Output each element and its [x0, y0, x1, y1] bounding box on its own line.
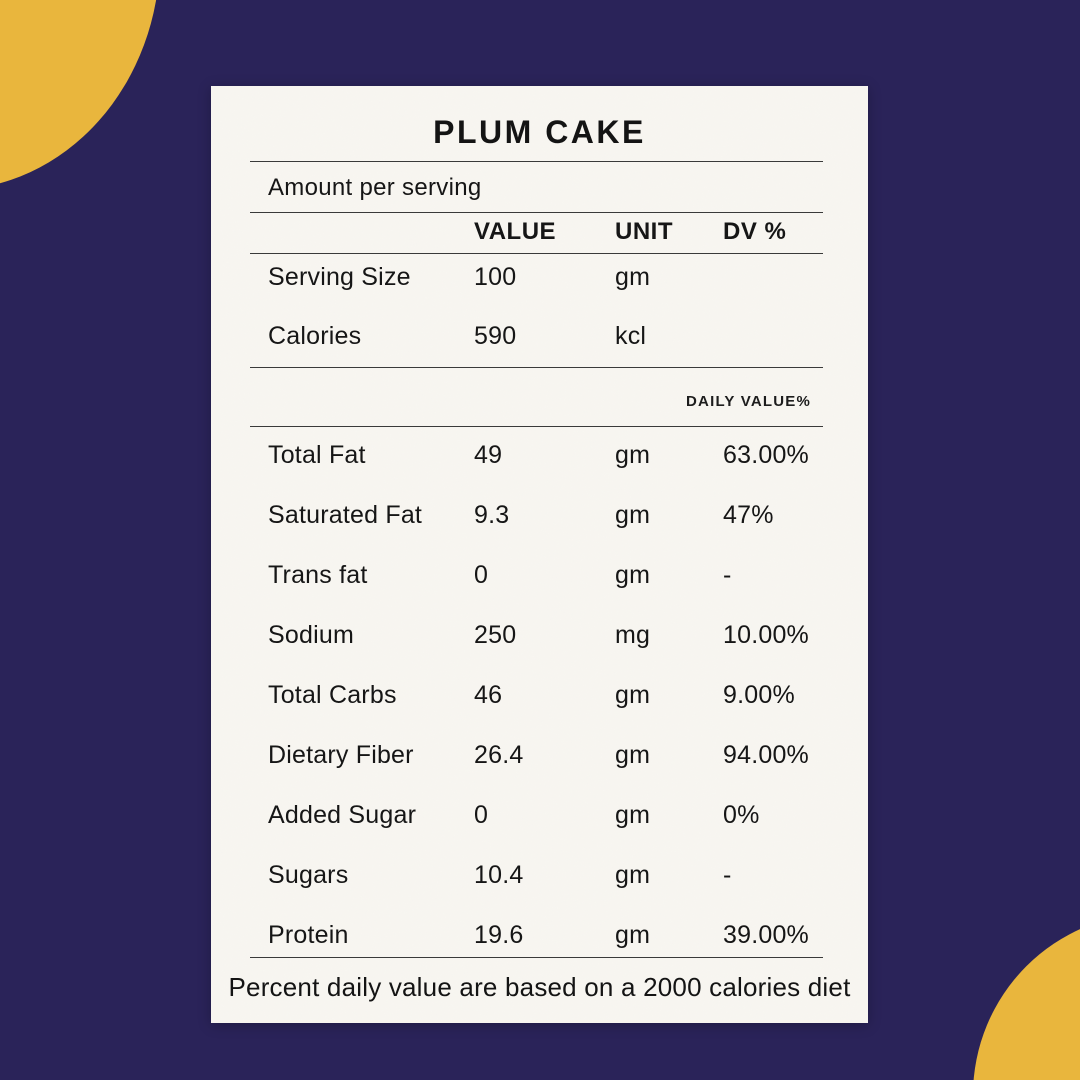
table-header-row: VALUE UNIT DV %	[268, 217, 822, 247]
serving-subtitle: Amount per serving	[268, 174, 482, 201]
column-header-dv: DV %	[723, 218, 787, 245]
nutrient-label: Calories	[268, 322, 362, 350]
nutrient-unit: gm	[615, 801, 651, 829]
divider-line	[250, 957, 823, 958]
table-row-dietary-fiber: Dietary Fiber 26.4 gm 94.00%	[268, 740, 822, 770]
nutrient-value: 250	[474, 621, 517, 649]
divider-line	[250, 253, 823, 254]
nutrient-label: Sugars	[268, 861, 349, 889]
decorative-circle-top-left	[0, 0, 160, 190]
table-row-total-fat: Total Fat 49 gm 63.00%	[268, 440, 822, 470]
nutrient-unit: gm	[615, 441, 651, 469]
table-row-trans-fat: Trans fat 0 gm -	[268, 560, 822, 590]
nutrient-dv: 9.00%	[723, 681, 795, 709]
nutrient-value: 9.3	[474, 501, 510, 529]
nutrient-value: 0	[474, 561, 489, 589]
table-row-sugars: Sugars 10.4 gm -	[268, 860, 822, 890]
nutrient-value: 19.6	[474, 921, 524, 949]
nutrient-value: 100	[474, 263, 517, 291]
nutrient-dv: 39.00%	[723, 921, 809, 949]
table-row-protein: Protein 19.6 gm 39.00%	[268, 920, 822, 950]
nutrient-dv: -	[723, 561, 732, 589]
nutrient-value: 49	[474, 441, 503, 469]
summary-row-calories: Calories 590 kcl	[268, 321, 822, 351]
nutrient-unit: mg	[615, 621, 651, 649]
nutrient-dv: -	[723, 861, 732, 889]
decorative-circle-bottom-right	[973, 913, 1080, 1080]
nutrient-unit: gm	[615, 921, 651, 949]
nutrient-unit: gm	[615, 681, 651, 709]
daily-value-header: DAILY VALUE%	[686, 393, 811, 410]
table-row-sodium: Sodium 250 mg 10.00%	[268, 620, 822, 650]
divider-line	[250, 367, 823, 368]
column-header-value: VALUE	[474, 218, 557, 245]
nutrient-label: Total Fat	[268, 441, 366, 469]
table-row-total-carbs: Total Carbs 46 gm 9.00%	[268, 680, 822, 710]
nutrient-unit: gm	[615, 861, 651, 889]
nutrient-unit: gm	[615, 741, 651, 769]
nutrient-unit: kcl	[615, 322, 647, 350]
nutrient-value: 26.4	[474, 741, 524, 769]
nutrient-dv: 10.00%	[723, 621, 809, 649]
nutrient-label: Total Carbs	[268, 681, 397, 709]
divider-line	[250, 426, 823, 427]
nutrient-dv: 47%	[723, 501, 774, 529]
table-row-added-sugar: Added Sugar 0 gm 0%	[268, 800, 822, 830]
nutrient-value: 0	[474, 801, 489, 829]
nutrient-value: 10.4	[474, 861, 524, 889]
nutrient-label: Dietary Fiber	[268, 741, 414, 769]
nutrient-label: Protein	[268, 921, 349, 949]
nutrient-dv: 94.00%	[723, 741, 809, 769]
divider-line	[250, 161, 823, 162]
summary-row-serving-size: Serving Size 100 gm	[268, 262, 822, 292]
product-title: PLUM CAKE	[433, 114, 646, 150]
nutrient-label: Sodium	[268, 621, 354, 649]
divider-line	[250, 212, 823, 213]
nutrient-value: 46	[474, 681, 503, 709]
nutrient-unit: gm	[615, 263, 651, 291]
daily-value-footnote: Percent daily value are based on a 2000 …	[228, 972, 851, 1002]
nutrient-label: Serving Size	[268, 263, 411, 291]
nutrient-label: Saturated Fat	[268, 501, 423, 529]
nutrient-value: 590	[474, 322, 517, 350]
nutrient-label: Added Sugar	[268, 801, 417, 829]
nutrient-label: Trans fat	[268, 561, 368, 589]
nutrient-dv: 0%	[723, 801, 760, 829]
nutrient-dv: 63.00%	[723, 441, 809, 469]
nutrient-unit: gm	[615, 501, 651, 529]
column-header-unit: UNIT	[615, 218, 673, 245]
nutrient-unit: gm	[615, 561, 651, 589]
table-row-saturated-fat: Saturated Fat 9.3 gm 47%	[268, 500, 822, 530]
nutrition-label-card: PLUM CAKE Amount per serving VALUE UNIT …	[211, 86, 868, 1023]
